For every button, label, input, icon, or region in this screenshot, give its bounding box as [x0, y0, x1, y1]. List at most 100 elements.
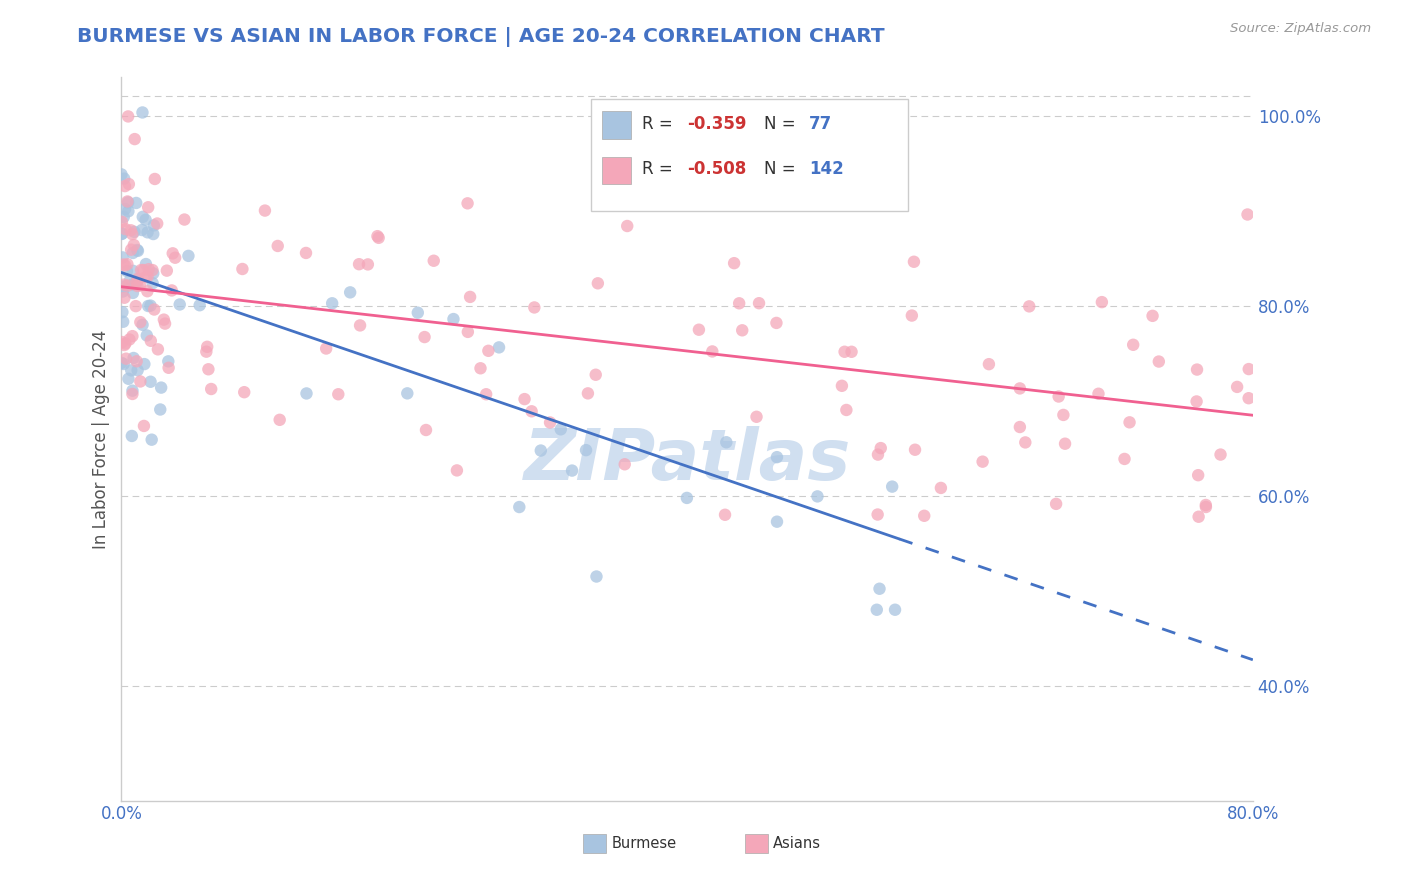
Point	[160, 284, 183, 298]
Point	[1122, 338, 1144, 352]
Point	[1147, 354, 1170, 368]
Point	[690, 171, 713, 186]
Point	[1226, 380, 1249, 394]
Point	[347, 257, 370, 271]
Point	[121, 384, 143, 398]
Point	[118, 177, 141, 191]
Point	[508, 500, 530, 514]
Point	[135, 257, 157, 271]
Point	[1087, 386, 1109, 401]
Point	[1018, 299, 1040, 313]
Point	[841, 344, 863, 359]
Point	[143, 172, 166, 186]
Point	[115, 264, 138, 278]
Point	[114, 291, 136, 305]
Point	[585, 368, 607, 382]
Point	[157, 354, 180, 368]
Point	[1209, 448, 1232, 462]
Point	[188, 298, 211, 312]
Point	[200, 382, 222, 396]
Point	[122, 238, 145, 252]
Text: Asians: Asians	[773, 836, 821, 851]
Point	[162, 246, 184, 260]
Point	[112, 258, 135, 272]
Point	[745, 409, 768, 424]
Point	[173, 212, 195, 227]
Point	[413, 330, 436, 344]
Point	[136, 284, 159, 298]
Point	[150, 381, 173, 395]
Point	[904, 442, 927, 457]
Point	[688, 323, 710, 337]
Point	[869, 582, 891, 596]
Point	[142, 266, 165, 280]
Point	[139, 299, 162, 313]
Point	[127, 279, 149, 293]
Point	[475, 387, 498, 401]
Point	[117, 110, 139, 124]
Point	[295, 386, 318, 401]
Point	[1047, 390, 1070, 404]
Point	[728, 296, 751, 310]
Point	[112, 338, 135, 352]
Point	[131, 318, 153, 332]
Point	[586, 277, 609, 291]
Point	[120, 243, 142, 257]
Point	[125, 354, 148, 368]
Text: Source: ZipAtlas.com: Source: ZipAtlas.com	[1230, 22, 1371, 36]
Point	[458, 290, 481, 304]
Point	[748, 296, 770, 310]
Point	[367, 231, 389, 245]
Point	[117, 257, 139, 271]
Text: N =: N =	[763, 161, 801, 178]
Point	[136, 269, 159, 284]
Point	[114, 336, 136, 351]
Point	[118, 274, 141, 288]
Text: BURMESE VS ASIAN IN LABOR FORCE | AGE 20-24 CORRELATION CHART: BURMESE VS ASIAN IN LABOR FORCE | AGE 20…	[77, 27, 884, 46]
Point	[110, 356, 132, 370]
Point	[884, 603, 907, 617]
Point	[530, 443, 553, 458]
Point	[315, 342, 337, 356]
Point	[111, 251, 134, 265]
Point	[121, 277, 143, 292]
Point	[136, 225, 159, 239]
Point	[1014, 435, 1036, 450]
Point	[1236, 207, 1258, 221]
Point	[120, 223, 142, 237]
Point	[714, 508, 737, 522]
Point	[136, 299, 159, 313]
Point	[477, 343, 499, 358]
Point	[613, 457, 636, 471]
Point	[977, 357, 1000, 371]
Point	[124, 225, 146, 239]
Point	[723, 256, 745, 270]
Point	[831, 379, 853, 393]
Point	[197, 362, 219, 376]
Point	[233, 385, 256, 400]
Point	[231, 262, 253, 277]
Point	[1195, 498, 1218, 512]
Point	[112, 277, 135, 292]
Point	[1045, 497, 1067, 511]
Point	[121, 227, 143, 242]
Point	[141, 433, 163, 447]
Point	[630, 161, 652, 175]
Point	[834, 344, 856, 359]
Point	[114, 222, 136, 236]
Text: 77: 77	[810, 115, 832, 133]
Point	[470, 361, 492, 376]
Text: -0.508: -0.508	[688, 161, 747, 178]
Point	[135, 328, 157, 343]
Point	[1008, 381, 1031, 395]
Point	[118, 333, 141, 347]
Point	[972, 455, 994, 469]
Point	[731, 323, 754, 337]
Point	[513, 392, 536, 406]
Point	[575, 443, 598, 458]
Point	[716, 435, 738, 450]
Point	[153, 312, 176, 326]
Point	[1142, 309, 1164, 323]
Point	[115, 351, 138, 366]
Point	[125, 299, 148, 313]
